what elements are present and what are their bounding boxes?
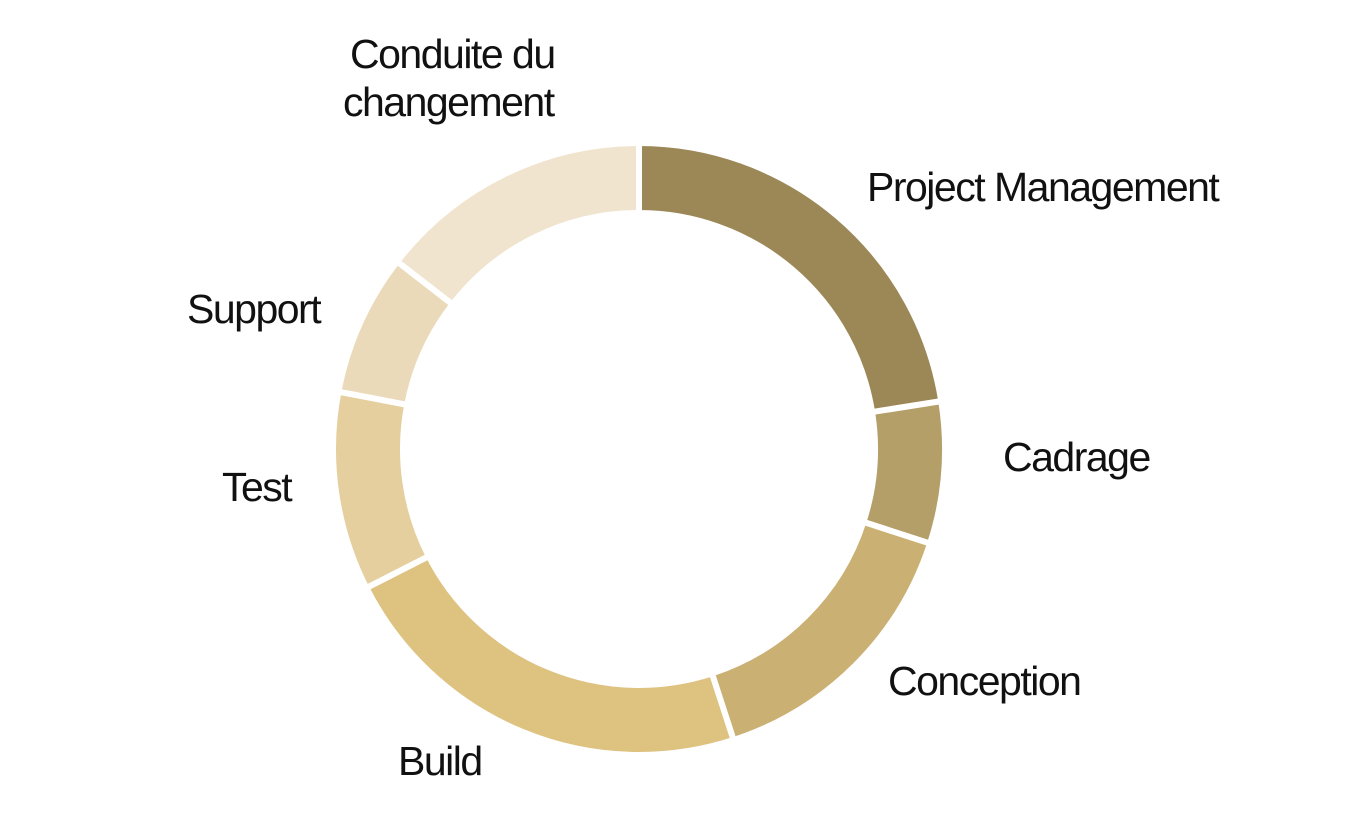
label-test: Test [222, 464, 293, 510]
label-cadrage: Cadrage [1003, 434, 1151, 480]
donut-slice-test [330, 388, 433, 592]
donut-slice-cadrage [859, 397, 948, 548]
label-support: Support [187, 286, 322, 332]
label-conduite-du-changement: Conduite du changement [343, 30, 556, 126]
donut-slice-conception [708, 518, 934, 744]
label-build: Build [398, 738, 483, 784]
label-conception: Conception [888, 658, 1082, 704]
label-line: Conduite du [350, 31, 556, 77]
donut-slice-conduite-du-changement [393, 139, 642, 309]
donut-slice-build [362, 552, 738, 758]
label-line: changement [342, 79, 555, 125]
label-project-management: Project Management [867, 164, 1220, 210]
